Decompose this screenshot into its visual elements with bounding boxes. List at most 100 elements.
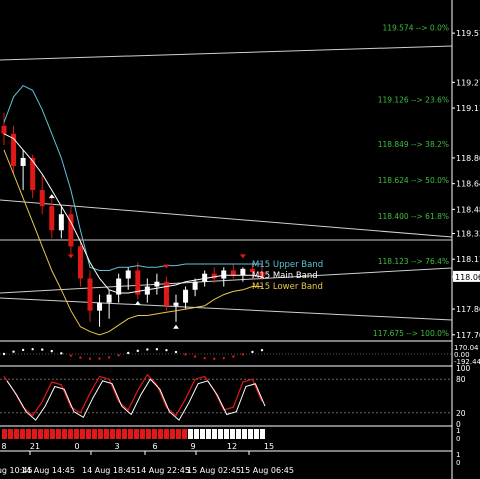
signal-arrow-icon (239, 254, 246, 259)
candle-body (1, 125, 7, 134)
candle-body (135, 270, 141, 295)
trend-strip-cell (260, 429, 265, 439)
indicator-dot (222, 357, 225, 360)
trend-strip-cell (110, 429, 115, 439)
candle-body (58, 214, 64, 231)
trend-strip-cell (50, 429, 55, 439)
indicator-dot (136, 349, 139, 353)
trend-strip-cell (32, 429, 37, 439)
indicator-dot (146, 348, 149, 351)
indicator-dot (50, 349, 53, 353)
time-axis-label: 15 Aug 02:45 (187, 466, 241, 475)
time-axis-label: 14 Aug 14:45 (21, 466, 75, 475)
trend-strip-label: 8 (1, 442, 6, 451)
indicator-axis-label: 0.00 (454, 351, 470, 359)
price-tick-label: 118.48 (456, 205, 480, 214)
candle-body (97, 302, 103, 311)
candle-body (106, 294, 112, 303)
stochastic-axis-label: 20 (456, 409, 466, 418)
trend-strip-cell (134, 429, 139, 439)
indicator-dot (203, 357, 206, 360)
price-tick-label: 118.64 (456, 180, 480, 189)
candle-body (163, 281, 169, 306)
candle-body (49, 206, 55, 231)
fib-level-label: 119.574 --> 0.0% (382, 23, 449, 32)
band-legend-label: M15 Lower Band (252, 282, 323, 292)
signal-arrow-icon (115, 279, 122, 284)
fib-level-label: 118.624 --> 50.0% (378, 176, 449, 185)
stochastic-axis-label: 100 (456, 364, 471, 373)
trend-strip-cell (158, 429, 163, 439)
main-band-line (3, 133, 263, 294)
time-axis-label: 14 Aug 22:45 (136, 466, 190, 475)
trend-strip-cell (92, 429, 97, 439)
candle-body (230, 270, 236, 276)
trend-strip-axis-label: 0 (456, 435, 460, 443)
candle-body (87, 278, 93, 311)
candle-body (183, 289, 189, 303)
indicator-axis-label: -192.44 (454, 358, 480, 366)
indicator-dot (98, 357, 101, 360)
trend-strip-cell (14, 429, 19, 439)
indicator-dot (174, 350, 178, 354)
trend-strip-cell (182, 429, 187, 439)
signal-arrow-icon (67, 254, 74, 259)
trend-strip-cell (20, 429, 25, 439)
current-price-box (453, 270, 480, 282)
price-tick-label: 117.86 (456, 305, 480, 314)
price-tick-label: 119.576 (456, 29, 480, 38)
indicator-dot (2, 352, 6, 356)
candle-body (144, 286, 150, 295)
trend-strip-cell (80, 429, 85, 439)
candle-body (192, 281, 198, 290)
trend-strip-cell (188, 429, 193, 439)
trend-strip-cell (212, 429, 217, 439)
indicator-dot (127, 351, 130, 355)
trend-strip-label: 12 (227, 442, 237, 451)
candle-body (116, 278, 122, 295)
lower-band-line (3, 149, 262, 336)
indicator-dot (60, 352, 63, 355)
trend-strip-cell (224, 429, 229, 439)
candle-body (30, 157, 36, 191)
time-axis-label: Aug 10:45 (0, 466, 33, 475)
trend-strip-cell (152, 429, 157, 439)
trend-strip-cell (44, 429, 49, 439)
fib-level-label: 118.849 --> 38.2% (378, 140, 449, 149)
indicator-dot (165, 348, 168, 352)
trend-strip-label: 15 (264, 442, 274, 451)
trend-strip-cell (56, 429, 61, 439)
trend-strip-cell (98, 429, 103, 439)
band-legend-label: M15 Upper Band (252, 260, 323, 270)
trend-strip-cell (104, 429, 109, 439)
price-tick-label: 117.70 (456, 331, 480, 340)
trend-strip-label: 9 (190, 442, 195, 451)
trend-strip-cell (254, 429, 259, 439)
indicator-dot (88, 357, 92, 360)
trend-strip-label: 6 (152, 442, 157, 451)
trend-strip-cell (140, 429, 145, 439)
trend-strip-axis-label: 1 (456, 427, 460, 435)
trend-strip-cell (62, 429, 67, 439)
indicator-dot (79, 356, 82, 359)
candle-body (240, 268, 246, 276)
candle-body (39, 190, 45, 207)
trend-strip-cell (26, 429, 31, 439)
indicator-dot (69, 354, 73, 357)
trendline (0, 267, 453, 294)
trend-strip-cell (68, 429, 73, 439)
trend-strip-cell (116, 429, 121, 439)
fib-level-label: 117.675 --> 100.0% (373, 329, 449, 338)
indicator-dot (232, 355, 235, 358)
price-tick-label: 118.80 (456, 154, 480, 163)
trend-strip-cell (74, 429, 79, 439)
trend-strip-cell (128, 429, 133, 439)
trendline (0, 297, 453, 321)
stochastic-main-line (3, 373, 263, 417)
trend-strip-cell (248, 429, 253, 439)
candle-body (77, 246, 83, 279)
price-tick-label: 118.33 (456, 229, 480, 238)
candle-body (202, 273, 208, 282)
